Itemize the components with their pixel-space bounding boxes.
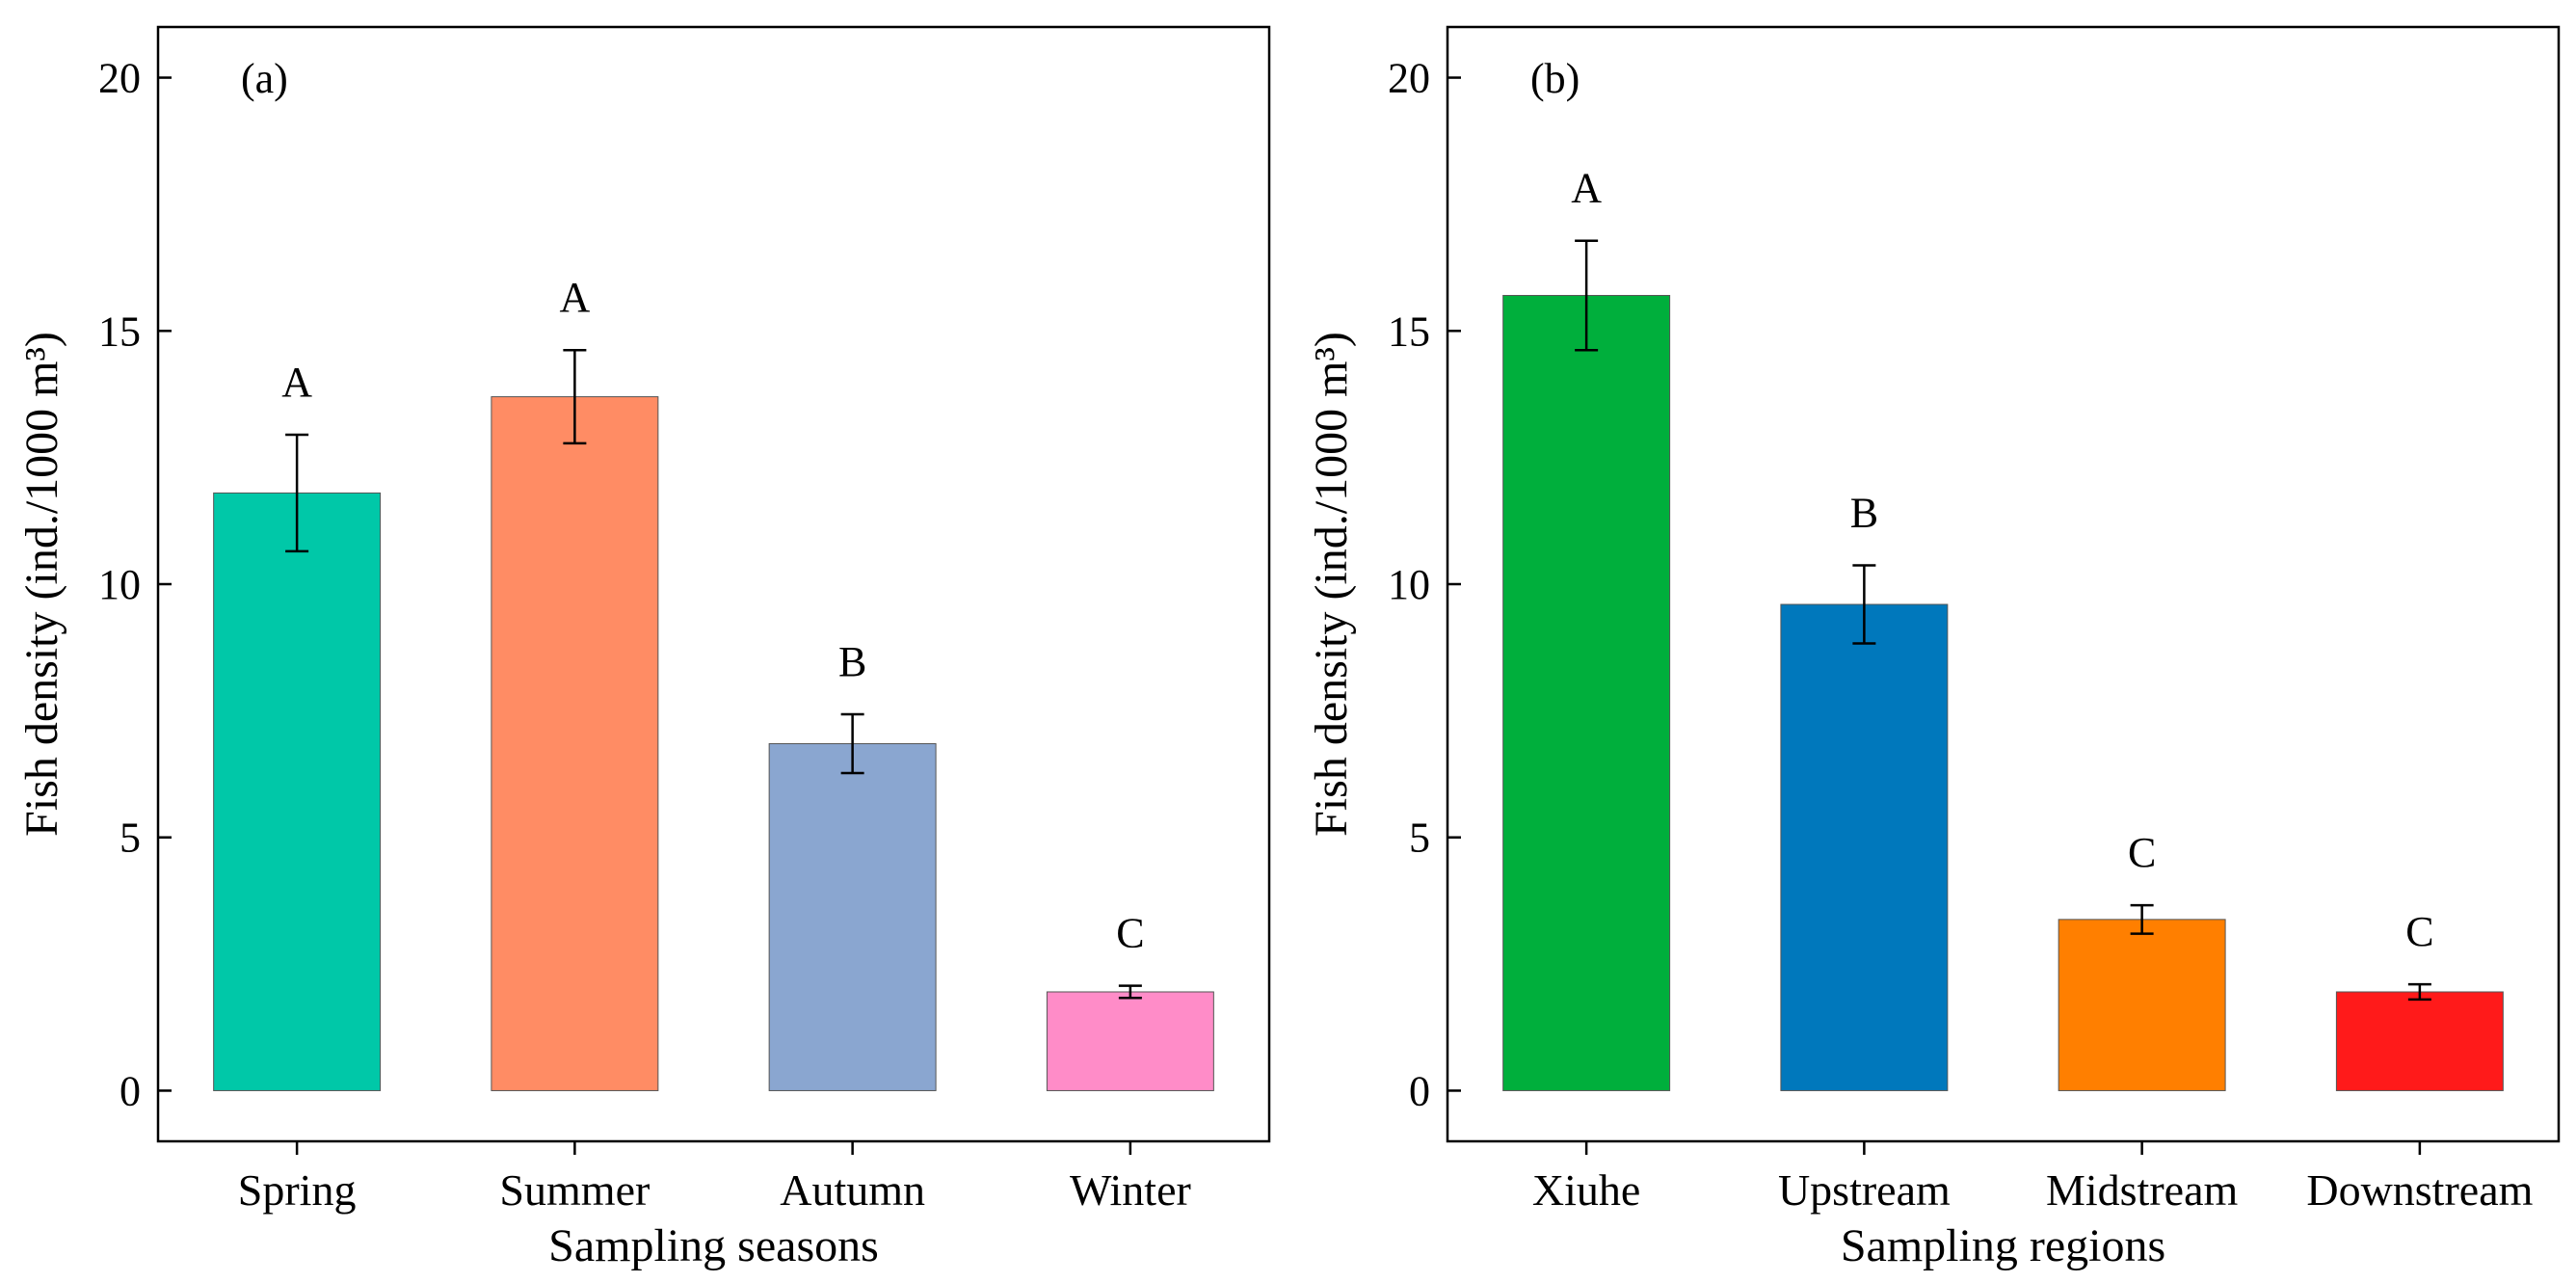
bar-autumn (768, 743, 937, 1091)
significance-label: A (281, 359, 312, 406)
significance-label: A (559, 274, 590, 321)
y-tick-label: 15 (1388, 307, 1430, 355)
x-axis-title: Sampling seasons (548, 1220, 879, 1271)
y-axis-title: Fish density (ind./1000 m³) (16, 332, 67, 837)
y-tick-label: 10 (98, 561, 141, 608)
significance-label: A (1571, 165, 1602, 212)
y-tick-label: 20 (1388, 55, 1430, 102)
y-tick-label: 5 (120, 815, 141, 862)
y-axis-title: Fish density (ind./1000 m³) (1306, 332, 1357, 837)
x-tick-label: Downstream (2306, 1165, 2533, 1215)
panel-label: (a) (241, 55, 288, 102)
x-tick-label: Spring (238, 1165, 357, 1215)
panel-b: 0 5 10 15 20 Fish density (ind./1000 m³) (b) A X… (1306, 25, 2561, 1271)
panel-a: 0 5 10 15 20 Fish density (ind./1000 m³) (a) A S… (16, 25, 1271, 1271)
significance-label: B (838, 638, 866, 685)
significance-label: C (2405, 908, 2433, 955)
significance-label: B (1850, 490, 1878, 537)
y-tick-label: 20 (98, 55, 141, 102)
bar-xiuhe (1502, 294, 1671, 1091)
y-tick-label: 5 (1409, 815, 1430, 862)
x-tick-label: Xiuhe (1532, 1165, 1640, 1215)
y-tick-label: 10 (1388, 561, 1430, 608)
bar-midstream (2058, 919, 2226, 1091)
significance-label: C (1116, 910, 1144, 957)
y-tick-label: 0 (120, 1067, 141, 1114)
bar-spring (213, 492, 382, 1091)
x-tick-label: Winter (1070, 1165, 1191, 1215)
y-tick-label: 0 (1409, 1067, 1430, 1114)
bar-downstream (2335, 991, 2504, 1091)
x-tick-label: Summer (499, 1165, 650, 1215)
x-tick-label: Midstream (2046, 1165, 2239, 1215)
bar-winter (1046, 991, 1214, 1091)
panel-label: (b) (1530, 55, 1580, 102)
x-axis-title: Sampling regions (1841, 1220, 2165, 1271)
bar-summer (491, 396, 659, 1091)
y-tick-label: 15 (98, 307, 141, 355)
x-tick-label: Upstream (1778, 1165, 1951, 1215)
bar-upstream (1780, 603, 1949, 1091)
x-tick-label: Autumn (780, 1165, 925, 1215)
significance-label: C (2128, 829, 2156, 876)
